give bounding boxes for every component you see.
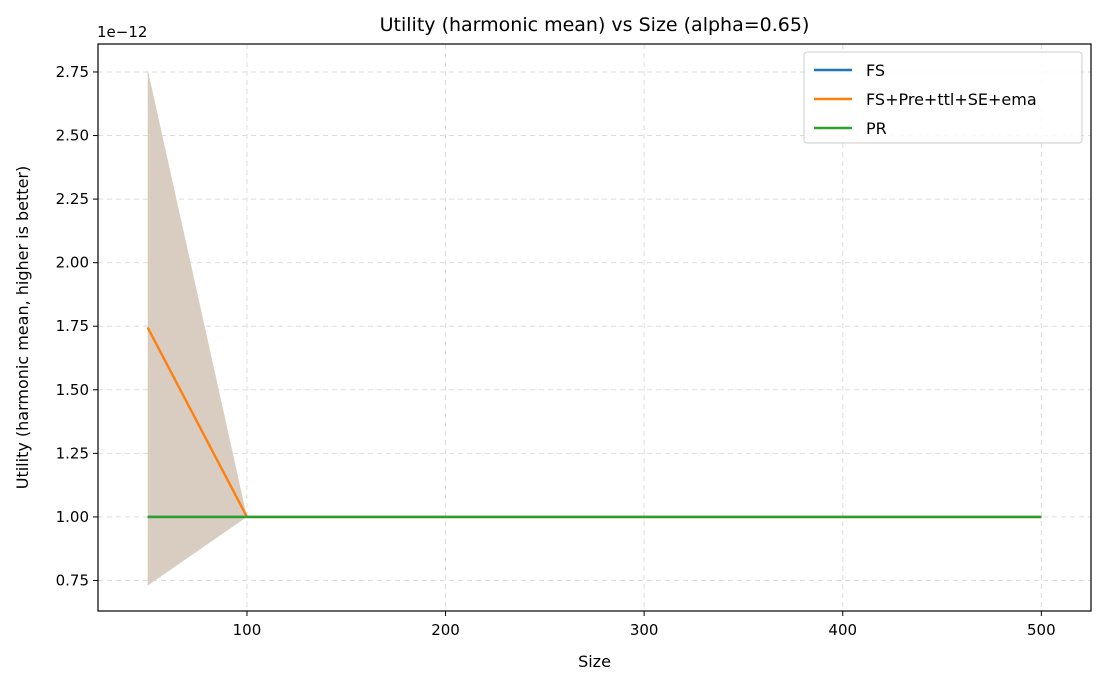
confidence-band-layer [147,69,247,586]
legend-label-1: FS [866,61,885,80]
legend: FS FS+Pre+ttl+SE+ema PR [803,51,1083,144]
x-tick-label: 400 [828,621,857,639]
y-tick-label: 1.00 [56,508,89,526]
series-layer [146,326,1042,519]
y-tick-label: 2.25 [56,190,89,208]
y-tick-label: 2.75 [56,63,89,81]
y-tick-label: 1.50 [56,381,89,399]
legend-box [803,51,1083,144]
y-tick-label: 0.75 [56,571,89,589]
y-axis-label: Utility (harmonic mean, higher is better… [13,166,32,490]
plot-frame [97,43,1092,612]
y-axis-scale-offset: 1e−12 [97,23,147,41]
x-tick-label: 500 [1027,621,1056,639]
y-tick-label: 2.00 [56,254,89,272]
y-axis-ticks: 0.75 1.00 1.25 1.50 1.75 2.00 2.25 2.50 2.75 [56,63,98,589]
legend-label-3: PR [866,119,887,138]
y-tick-label: 2.50 [56,127,89,145]
series-line-2 [146,326,1042,519]
y-tick-label: 1.25 [56,444,89,462]
x-tick-label: 300 [630,621,659,639]
chart-title: Utility (harmonic mean) vs Size (alpha=0… [380,14,810,36]
x-axis-label: Size [578,652,611,671]
y-tick-label: 1.75 [56,317,89,335]
x-tick-label: 100 [233,621,262,639]
x-axis-ticks: 100 200 300 400 500 [233,611,1056,639]
confidence-band [147,69,247,586]
x-tick-label: 200 [431,621,460,639]
legend-label-2: FS+Pre+ttl+SE+ema [866,90,1037,109]
